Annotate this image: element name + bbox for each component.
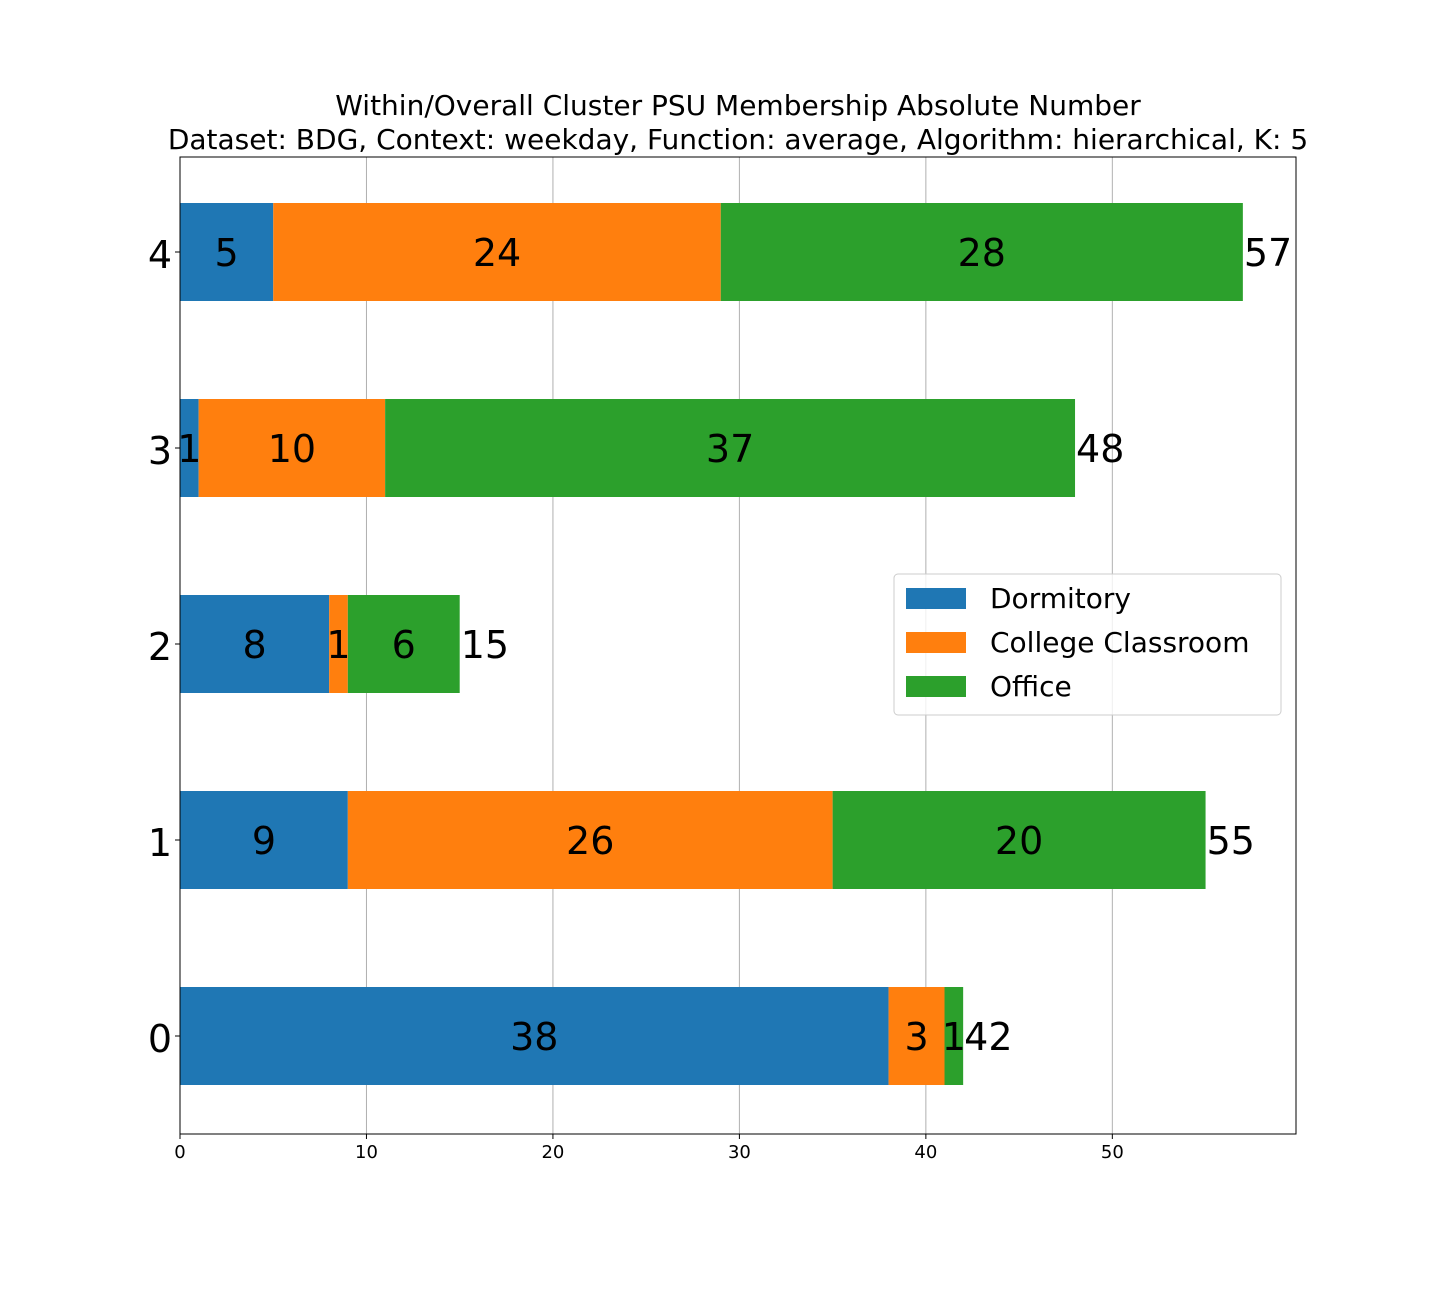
y-axis: 0 1 2 3 4 <box>148 233 180 1061</box>
segment-value-label: 1 <box>326 623 350 667</box>
x-tick-label: 10 <box>355 1142 378 1163</box>
segment-value-label: 28 <box>958 231 1006 275</box>
bar-segment-office <box>944 987 964 1085</box>
segment-value-label: 10 <box>268 427 316 471</box>
legend-box <box>893 573 1282 716</box>
bar-segment-office <box>720 203 1243 301</box>
x-tick-label: 30 <box>728 1142 751 1163</box>
segment-value-label: 24 <box>473 231 521 275</box>
bar-segment-college-classroom <box>888 987 945 1085</box>
segment-value-label: 3 <box>904 1015 928 1059</box>
bar-segment-college-classroom <box>273 203 721 301</box>
legend-label: College Classroom <box>990 626 1249 659</box>
plot-frame <box>179 156 1297 1135</box>
segment-value-label: 26 <box>566 819 614 863</box>
y-tick-label: 2 <box>148 625 172 669</box>
bar-segment-college-classroom <box>347 791 833 889</box>
segment-value-label: 38 <box>510 1015 558 1059</box>
y-tick-label: 1 <box>148 821 172 865</box>
legend: Dormitory College Classroom Office <box>893 573 1282 716</box>
bar-segment-office <box>832 791 1206 889</box>
segment-value-label: 8 <box>242 623 266 667</box>
bar-total-label: 42 <box>964 1015 1012 1059</box>
y-tick-label: 0 <box>148 1017 172 1061</box>
bar-total-label: 15 <box>461 623 509 667</box>
bar-segment-dormitory <box>180 203 274 301</box>
bar-segment-college-classroom <box>329 595 348 693</box>
bar-segment-college-classroom <box>198 399 386 497</box>
segment-value-label: 37 <box>706 427 754 471</box>
legend-swatch <box>906 632 966 653</box>
bars <box>180 203 1243 1085</box>
chart-title: Within/Overall Cluster PSU Membership Ab… <box>335 89 1141 122</box>
legend-swatch <box>906 676 966 697</box>
legend-label: Dormitory <box>990 582 1131 615</box>
bar-segment-dormitory <box>180 399 199 497</box>
segment-value-label: 6 <box>392 623 416 667</box>
bar-segment-dormitory <box>180 595 330 693</box>
bar-segment-dormitory <box>180 791 348 889</box>
x-axis: 0 10 20 30 40 50 <box>174 1134 1124 1163</box>
y-tick-label: 4 <box>148 233 172 277</box>
bar-segment-office <box>385 399 1076 497</box>
x-tick-label: 50 <box>1101 1142 1124 1163</box>
chart-subtitle: Dataset: BDG, Context: weekday, Function… <box>168 123 1308 156</box>
legend-swatch <box>906 588 966 609</box>
segment-value-label: 1 <box>942 1015 966 1059</box>
x-tick-label: 40 <box>914 1142 937 1163</box>
x-tick-label: 20 <box>541 1142 564 1163</box>
segment-value-label: 5 <box>215 231 239 275</box>
bar-total-label: 48 <box>1076 427 1124 471</box>
segment-value-label: 9 <box>252 819 276 863</box>
y-tick-label: 3 <box>148 429 172 473</box>
bar-total-label: 57 <box>1244 231 1292 275</box>
legend-label: Office <box>990 670 1072 703</box>
bar-segment-office <box>347 595 460 693</box>
x-tick-label: 0 <box>174 1142 185 1163</box>
segment-value-label: 1 <box>177 427 201 471</box>
bar-total-label: 55 <box>1207 819 1255 863</box>
bar-segment-dormitory <box>180 987 889 1085</box>
segment-value-label: 20 <box>995 819 1043 863</box>
